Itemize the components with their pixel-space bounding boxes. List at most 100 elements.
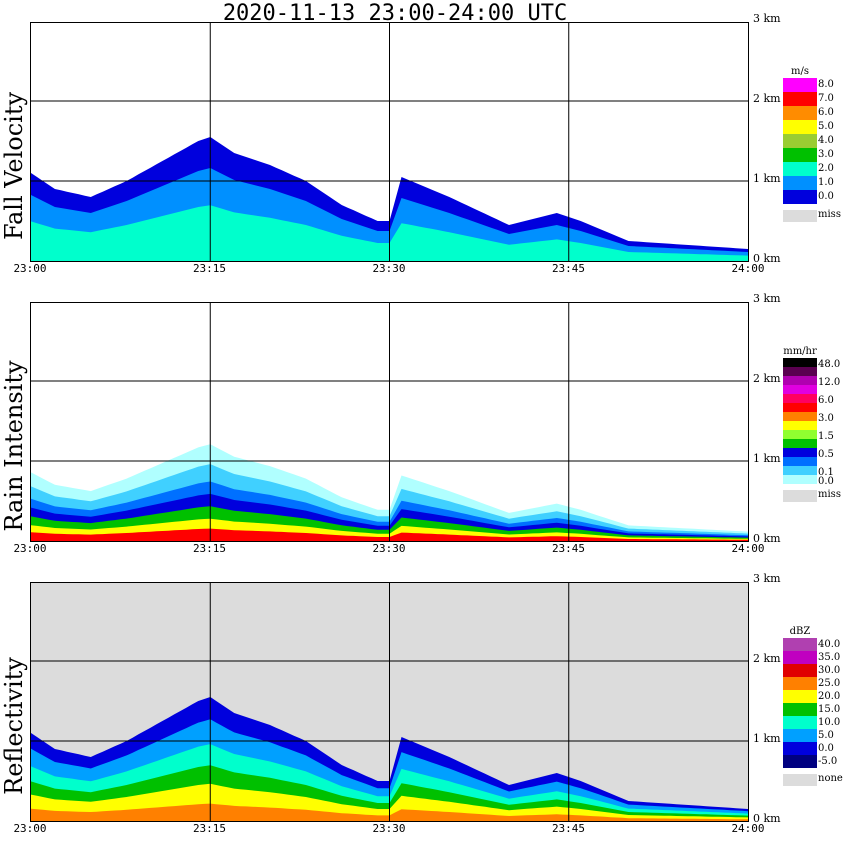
legend-swatch [783, 394, 817, 403]
legend-swatch [783, 742, 817, 755]
time-tick-label: 23:30 [372, 822, 406, 835]
time-tick-label: 24:00 [731, 262, 765, 275]
legend-level-label: 0.5 [818, 449, 834, 460]
height-tick-label: 2 km [753, 92, 781, 105]
legend-swatch [783, 421, 817, 430]
legend-swatch [783, 729, 817, 742]
legend-swatch [783, 457, 817, 466]
legend-missing-label: miss [818, 209, 841, 220]
legend-level-label: 15.0 [818, 704, 841, 715]
legend-missing-label: none [818, 773, 843, 784]
legend-level-label: 0.0 [818, 743, 834, 754]
legend-level-label: 48.0 [818, 359, 841, 370]
legend-level-label: 5.0 [818, 121, 834, 132]
legend-swatch [783, 92, 817, 106]
time-tick-label: 23:45 [551, 542, 586, 555]
height-tick-label: 3 km [753, 292, 781, 305]
legend-level-label: 40.0 [818, 639, 841, 650]
rain-intensity-plot [30, 302, 749, 542]
panel-label-rain-intensity: Rain Intensity [0, 360, 28, 532]
legend-swatch [783, 176, 817, 190]
legend-level-label: 6.0 [818, 395, 834, 406]
height-tick-label: 1 km [753, 732, 781, 745]
panel-label-reflectivity: Reflectivity [0, 657, 28, 795]
height-tick-label: 1 km [753, 172, 781, 185]
legend-swatch [783, 412, 817, 421]
legend-swatch [783, 651, 817, 664]
time-tick-label: 23:45 [551, 822, 586, 835]
height-tick-label: 2 km [753, 372, 781, 385]
chart-title: 2020-11-13 23:00-24:00 UTC [222, 1, 568, 26]
legend-swatch [783, 106, 817, 120]
legend-level-label: 0.1 [818, 467, 834, 478]
time-tick-label: 23:00 [13, 542, 47, 555]
legend-swatch [783, 439, 817, 448]
legend-swatch [783, 367, 817, 376]
legend-swatch [783, 78, 817, 92]
legend-swatch [783, 148, 817, 162]
legend-level-label: 3.0 [818, 149, 834, 160]
legend-level-label: 3.0 [818, 413, 834, 424]
legend-level-label: 7.0 [818, 93, 834, 104]
legend-swatch [783, 162, 817, 176]
time-tick-label: 24:00 [731, 542, 765, 555]
time-tick-label: 23:30 [372, 262, 406, 275]
time-tick-label: 23:00 [13, 822, 47, 835]
height-tick-label: 3 km [753, 572, 781, 585]
legend-swatch [783, 376, 817, 385]
legend-level-label: 20.0 [818, 691, 841, 702]
legend-swatch [783, 664, 817, 677]
fall-velocity-plot [30, 22, 749, 262]
legend-swatch [783, 677, 817, 690]
time-tick-label: 23:45 [551, 262, 586, 275]
legend-unit: m/s [791, 66, 809, 77]
time-tick-label: 23:00 [13, 262, 47, 275]
legend-level-label: 12.0 [818, 377, 841, 388]
legend-swatch [783, 120, 817, 134]
legend-swatch [783, 703, 817, 716]
legend-unit: dBZ [789, 626, 811, 637]
time-tick-label: 23:15 [192, 542, 227, 555]
legend-swatch [783, 190, 817, 204]
legend-level-label: 30.0 [818, 665, 841, 676]
height-tick-label: 3 km [753, 12, 781, 25]
height-tick-label: 0 km [753, 252, 781, 265]
rain-intensity-legend: mm/hr 48.0 12.0 6.0 3.0 1.5 0.5 0.1 0.0 miss [783, 346, 845, 502]
legend-level-label: 4.0 [818, 135, 834, 146]
legend-level-label: 1.5 [818, 431, 834, 442]
reflectivity-plot [30, 582, 749, 822]
legend-swatch [783, 475, 817, 484]
legend-swatch [783, 134, 817, 148]
legend-missing-label: miss [818, 489, 841, 500]
panel-label-fall-velocity: Fall Velocity [0, 91, 28, 241]
legend-missing-swatch [783, 774, 817, 786]
fall-velocity-legend: m/s 8.0 7.0 6.0 5.0 4.0 3.0 2.0 1.0 0.0 miss [783, 66, 845, 222]
legend-level-label: 5.0 [818, 730, 834, 741]
legend-swatch [783, 403, 817, 412]
legend-level-label: 0.0 [818, 191, 834, 202]
legend-swatch [783, 638, 817, 651]
legend-swatch [783, 358, 817, 367]
time-tick-label: 23:15 [192, 822, 227, 835]
legend-swatch [783, 755, 817, 768]
legend-swatch [783, 430, 817, 439]
legend-level-label: 8.0 [818, 79, 834, 90]
height-tick-label: 1 km [753, 452, 781, 465]
reflectivity-legend: dBZ 40.0 35.0 30.0 25.0 20.0 15.0 10.0 5.0 0.0 -5.… [783, 626, 845, 786]
legend-level-label: 10.0 [818, 717, 841, 728]
legend-unit: mm/hr [783, 346, 817, 357]
legend-level-label: -5.0 [818, 756, 838, 767]
legend-missing-swatch [783, 210, 817, 222]
legend-level-label: 2.0 [818, 163, 834, 174]
height-tick-label: 2 km [753, 652, 781, 665]
legend-swatch [783, 466, 817, 475]
legend-swatch [783, 448, 817, 457]
legend-level-label: 6.0 [818, 107, 834, 118]
legend-swatch [783, 716, 817, 729]
legend-swatch [783, 385, 817, 394]
height-tick-label: 0 km [753, 812, 781, 825]
legend-level-label: 25.0 [818, 678, 841, 689]
time-tick-label: 24:00 [731, 822, 765, 835]
time-tick-label: 23:15 [192, 262, 227, 275]
legend-missing-swatch [783, 490, 817, 502]
